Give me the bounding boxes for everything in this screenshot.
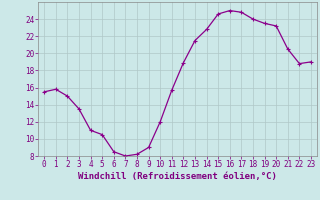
X-axis label: Windchill (Refroidissement éolien,°C): Windchill (Refroidissement éolien,°C) bbox=[78, 172, 277, 181]
